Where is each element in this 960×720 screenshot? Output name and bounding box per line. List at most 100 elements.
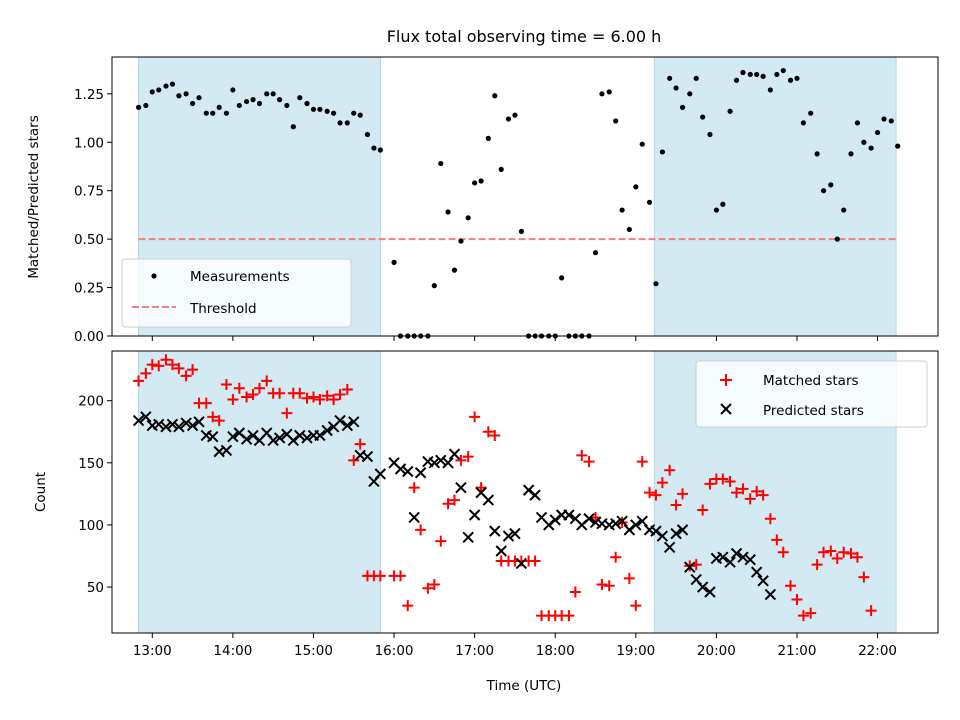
- bottom-series-1-point-32: [348, 416, 360, 428]
- bottom-series-1-point-91: [750, 566, 763, 578]
- bottom-series-0-point-39: [402, 600, 414, 612]
- top-series-0-point-9: [196, 95, 202, 101]
- bottom-series-1-point-11: [207, 431, 219, 443]
- top-series-0-point-21: [277, 97, 283, 103]
- bottom-series-0-point-22: [281, 407, 293, 419]
- bottom-series-0-point-4: [160, 354, 172, 366]
- bottom-series-0-point-33: [354, 438, 366, 450]
- top-series-0-point-62: [559, 275, 565, 281]
- top-series-0-point-48: [465, 215, 471, 221]
- top-series-0-point-45: [445, 209, 451, 215]
- bottom-y-tick-label-0: 50: [87, 580, 104, 596]
- bottom-series-0-point-41: [415, 524, 427, 536]
- bottom-series-0-point-16: [241, 391, 253, 403]
- bottom-series-0-point-18: [253, 382, 265, 394]
- x-tick-label-9: 22:00: [858, 643, 897, 659]
- top-series-0-point-53: [498, 166, 504, 172]
- x-tick-label-0: 13:00: [133, 643, 172, 659]
- bottom-series-1-point-13: [220, 444, 233, 457]
- bottom-series-1-point-40: [408, 511, 420, 524]
- bottom-series-0-point-104: [838, 546, 850, 558]
- bottom-series-0-point-46: [448, 494, 460, 506]
- bottom-series-1-point-87: [724, 556, 736, 568]
- top-series-0-point-15: [236, 102, 242, 109]
- bottom-series-1-point-90: [744, 553, 756, 566]
- top-series-0-point-107: [861, 139, 867, 145]
- top-series-0-point-17: [250, 97, 256, 103]
- legend-label-threshold: Threshold: [189, 301, 257, 317]
- bottom-legend: Matched stars Predicted stars: [695, 360, 928, 428]
- top-series-0-point-29: [331, 110, 337, 116]
- bottom-series-0-point-17: [247, 388, 259, 400]
- bottom-series-1-point-20: [267, 434, 279, 447]
- bottom-series-0-point-107: [858, 571, 870, 583]
- bottom-series-1-point-27: [314, 429, 326, 442]
- bottom-series-0-point-108: [865, 605, 877, 617]
- top-series-0-point-108: [868, 145, 874, 151]
- bottom-series-1-point-83: [696, 581, 709, 593]
- bottom-series-0-point-97: [791, 593, 803, 605]
- top-series-0-point-101: [820, 188, 827, 194]
- bottom-series-0-point-95: [777, 546, 789, 558]
- x-tick-label-1: 14:00: [213, 643, 252, 659]
- top-series-0-point-95: [780, 67, 786, 74]
- bottom-series-0-point-103: [831, 552, 843, 564]
- top-series-0-point-51: [485, 135, 491, 141]
- top-legend: Measurements Threshold: [121, 258, 352, 328]
- bottom-series-1-point-51: [482, 494, 495, 506]
- top-series-0-point-0: [135, 104, 142, 110]
- bottom-legend-box: [695, 360, 928, 428]
- top-series-0-point-80: [679, 104, 686, 110]
- bottom-y-tick-label-2: 150: [78, 456, 104, 472]
- bottom-series-0-point-25: [301, 392, 313, 404]
- top-series-0-point-34: [364, 131, 371, 138]
- bottom-series-1-point-89: [737, 551, 749, 563]
- top-x-ticks-group: [151, 336, 879, 341]
- bottom-series-0-point-42: [422, 582, 434, 594]
- top-series-0-point-49: [472, 180, 478, 186]
- bottom-series-0-point-15: [233, 382, 245, 394]
- bottom-series-1-point-8: [186, 419, 199, 432]
- bottom-series-0-point-24: [294, 387, 306, 399]
- bottom-series-1-point-71: [616, 515, 628, 527]
- top-series-0-point-44: [438, 160, 444, 167]
- bottom-series-0-point-58: [529, 555, 541, 567]
- bottom-series-1-point-93: [764, 588, 777, 601]
- bottom-series-1-point-79: [670, 527, 682, 540]
- top-series-0-point-111: [888, 118, 894, 124]
- bottom-series-0-point-36: [374, 570, 386, 582]
- top-series-0-point-32: [351, 110, 357, 116]
- bottom-series-1-point-81: [684, 561, 696, 573]
- bottom-series-1-point-47: [455, 481, 467, 494]
- bottom-series-1-point-28: [321, 424, 333, 437]
- top-series-0-point-20: [270, 91, 276, 97]
- bottom-series-0-point-11: [207, 411, 219, 423]
- top-series-0-point-94: [774, 71, 780, 78]
- bottom-series-1-point-63: [563, 509, 575, 521]
- top-series-0-point-18: [256, 100, 263, 107]
- bottom-series-0-point-96: [785, 580, 797, 592]
- bottom-series-1-point-72: [623, 524, 636, 536]
- bottom-series-0-point-2: [146, 359, 158, 371]
- top-series-0-point-81: [687, 91, 693, 97]
- bottom-series-1-point-39: [402, 465, 414, 478]
- bottom-series-1-point-84: [704, 586, 716, 598]
- bottom-series-0-point-105: [845, 547, 857, 559]
- x-axis-label: Time (UTC): [486, 678, 562, 694]
- top-series-0-point-68: [599, 91, 605, 97]
- bottom-series-0-point-44: [435, 535, 447, 547]
- bottom-series-0-point-98: [797, 610, 809, 622]
- bottom-series-0-point-31: [341, 384, 353, 396]
- top-series-0-point-35: [371, 145, 377, 151]
- bottom-x-ticks-group: 13:00 14:00 15:00 16:00 17:00 18:00 19:00 20:00…: [133, 633, 897, 659]
- bottom-series-0-point-12: [213, 415, 225, 427]
- top-series-0-point-70: [613, 118, 619, 124]
- x-tick-label-5: 18:00: [536, 643, 575, 659]
- top-series-0-point-104: [841, 207, 847, 213]
- top-series-0-point-102: [828, 182, 834, 188]
- bottom-series-0-point-49: [469, 411, 481, 423]
- top-series-0-point-110: [881, 116, 887, 122]
- top-series-0-point-84: [707, 131, 713, 138]
- top-series-0-point-54: [505, 116, 512, 122]
- bottom-series-1-point-31: [341, 419, 354, 432]
